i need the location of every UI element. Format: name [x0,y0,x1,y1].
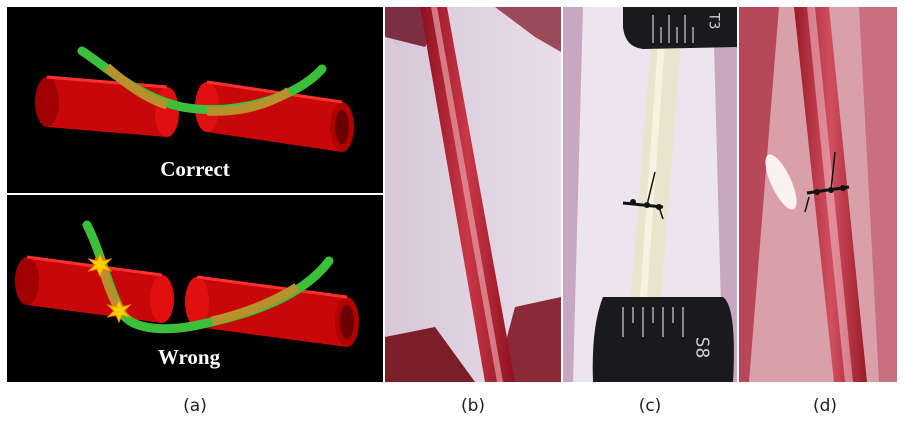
left-vessel-tube [35,75,179,137]
caption-b: (b) [460,396,486,416]
puncture-star-icon [87,252,113,278]
caption-a: (a) [183,396,207,416]
catheter-overlap-left [103,63,169,110]
suture-knot [622,171,664,220]
panel-c-photo: T3 S8 [563,7,737,382]
right-vessel-tube [185,275,359,347]
wrong-label: Wrong [157,345,221,369]
panel-a-wrong: Wrong [7,195,383,382]
panel-d-photo [739,7,897,382]
ruler-top [623,7,737,49]
ruler-top-label: T3 [705,12,722,30]
correct-label: Correct [160,157,230,181]
puncture-star-icon [106,298,132,324]
vessel-photo-b [385,7,561,382]
wrong-illustration [15,220,359,347]
correct-illustration [35,46,354,152]
caption-d: (d) [812,396,838,416]
vessel-photo-d [739,7,897,382]
vessel-photo-c [563,7,737,382]
catheter-overlap-right [210,283,300,326]
caption-c: (c) [638,396,662,416]
ruler-bottom [592,297,734,382]
ruler-bottom-label: S8 [691,336,713,359]
panel-b-photo [385,7,561,382]
panel-a-correct: Correct [7,7,383,193]
right-vessel-tube [195,80,354,152]
suture-knot [804,151,850,213]
catheter-overlap-right [206,87,292,116]
